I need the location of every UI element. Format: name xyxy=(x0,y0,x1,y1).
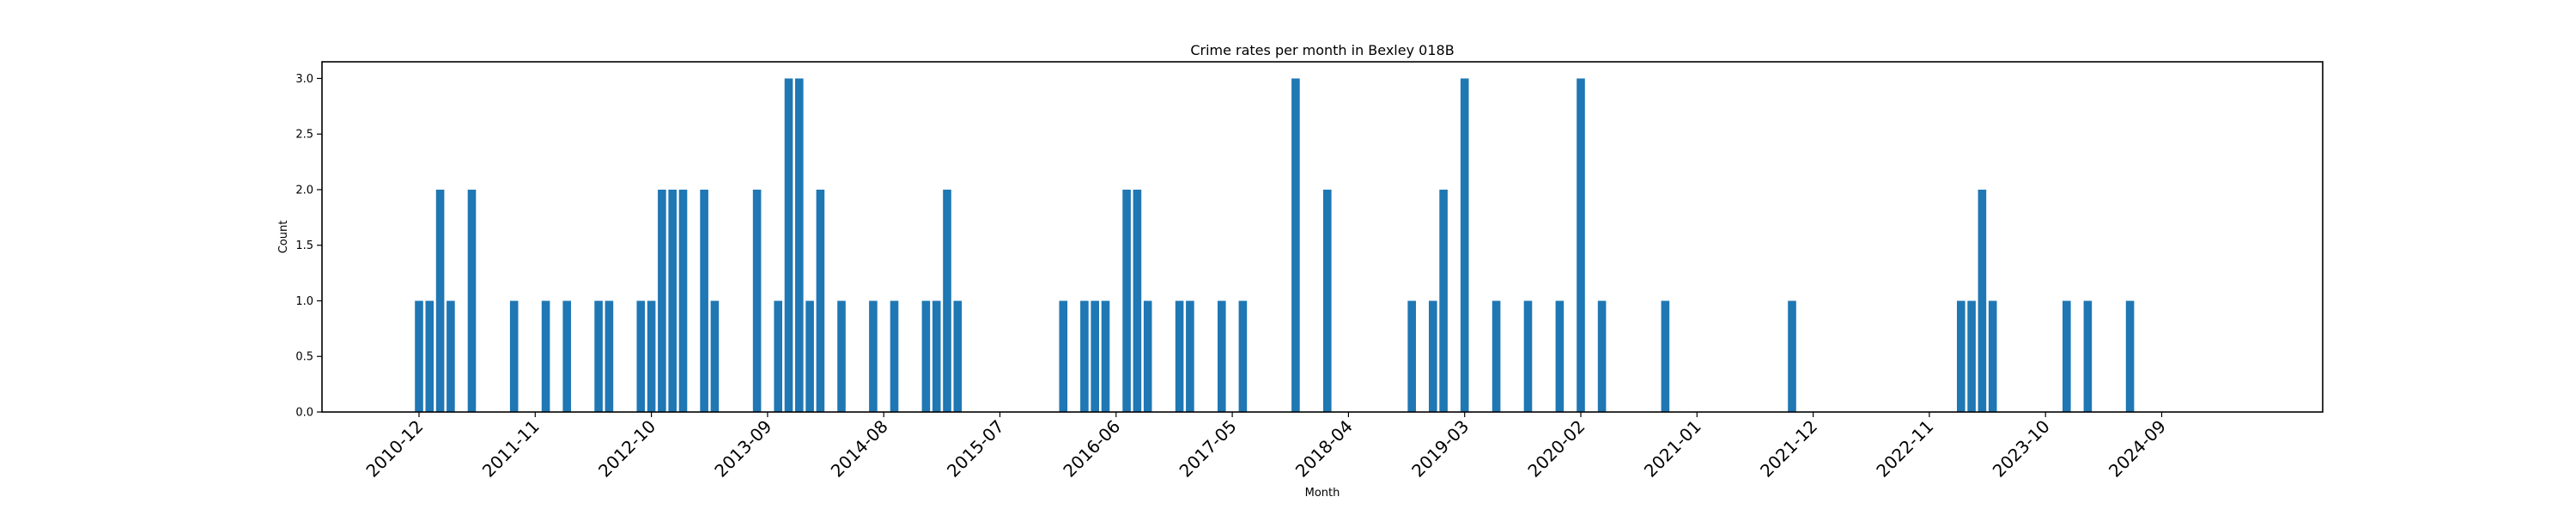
bar-2011-05 xyxy=(467,189,477,412)
bar-2016-05 xyxy=(1101,300,1110,412)
x-tick-label: 2016-06 xyxy=(1059,416,1124,482)
bar-2023-03 xyxy=(1967,300,1976,412)
x-tick-label: 2015-07 xyxy=(943,416,1008,482)
bar-2014-04 xyxy=(837,300,846,412)
bar-2024-06 xyxy=(2125,300,2135,412)
bar-2023-02 xyxy=(1957,300,1965,412)
bar-2013-08 xyxy=(752,189,762,412)
bar-2012-11 xyxy=(658,189,666,412)
bar-2017-06 xyxy=(1238,300,1248,412)
bar-2019-06 xyxy=(1492,300,1501,412)
x-tick-label: 2021-12 xyxy=(1756,416,1821,482)
bar-2019-01 xyxy=(1439,189,1448,412)
y-axis-label: Count xyxy=(277,221,290,254)
bar-2018-02 xyxy=(1323,189,1332,412)
bar-2016-07 xyxy=(1122,189,1131,412)
bar-2020-10 xyxy=(1661,300,1670,412)
bar-2013-11 xyxy=(784,78,793,413)
bar-2011-03 xyxy=(447,300,455,412)
bar-2013-10 xyxy=(774,300,782,412)
x-tick-label: 2024-09 xyxy=(2105,416,2170,482)
bar-2019-09 xyxy=(1523,300,1533,412)
x-tick-label: 2023-10 xyxy=(1989,416,2054,482)
bar-2012-02 xyxy=(562,300,571,412)
bar-2016-09 xyxy=(1143,300,1152,412)
bar-2023-05 xyxy=(1988,300,1997,412)
x-tick-label: 2010-12 xyxy=(361,416,427,482)
y-axis: 0.0 0.5 1.0 1.5 2.0 2.5 3.0 xyxy=(295,73,322,420)
bar-2010-12 xyxy=(415,300,423,412)
bar-2012-09 xyxy=(636,300,646,412)
bar-2015-01 xyxy=(932,300,941,412)
chart-title: Crime rates per month in Bexley 018B xyxy=(1190,42,1454,58)
x-axis-label: Month xyxy=(1305,487,1340,500)
bar-2013-03 xyxy=(700,189,708,412)
bar-2011-01 xyxy=(425,300,434,412)
bar-2011-02 xyxy=(435,189,445,412)
bar-2020-04 xyxy=(1597,300,1607,412)
x-tick-label: 2012-10 xyxy=(594,416,659,482)
bar-2014-02 xyxy=(816,189,825,412)
x-tick-label: 2011-11 xyxy=(478,416,544,482)
bar-2011-09 xyxy=(509,300,519,412)
bars-group xyxy=(415,78,2135,413)
bar-2016-03 xyxy=(1080,300,1089,412)
x-tick-label: 2017-05 xyxy=(1176,416,1241,482)
bar-2017-11 xyxy=(1291,78,1300,413)
bar-2011-12 xyxy=(541,300,550,412)
x-tick-label: 2022-11 xyxy=(1872,416,1937,482)
bar-2021-10 xyxy=(1788,300,1796,412)
plot-frame xyxy=(321,61,2324,413)
bar-2016-08 xyxy=(1133,189,1142,412)
bar-2012-06 xyxy=(605,300,614,412)
bar-2013-12 xyxy=(795,78,804,413)
x-tick-label: 2019-03 xyxy=(1407,416,1473,482)
bar-2024-02 xyxy=(2083,300,2093,412)
y-tick-label: 3.0 xyxy=(295,73,313,86)
x-tick-label: 2018-04 xyxy=(1291,416,1357,482)
x-axis: 2010-12 2011-11 2012-10 2013-09 2014-08 2015-… xyxy=(361,412,2170,482)
bar-2017-01 xyxy=(1186,300,1194,412)
y-tick-label: 0.0 xyxy=(295,407,313,420)
bar-2018-12 xyxy=(1429,300,1437,412)
bar-2015-03 xyxy=(953,300,963,412)
y-tick-label: 0.5 xyxy=(295,351,313,364)
bar-2018-10 xyxy=(1407,300,1416,412)
bar-2013-04 xyxy=(710,300,720,412)
y-tick-label: 2.0 xyxy=(295,184,313,197)
y-tick-label: 1.0 xyxy=(295,295,313,308)
bar-2012-10 xyxy=(647,300,656,412)
y-tick-label: 2.5 xyxy=(295,129,313,142)
bar-2014-12 xyxy=(921,300,931,412)
x-tick-label: 2021-01 xyxy=(1640,416,1705,482)
bar-2014-01 xyxy=(805,300,814,412)
bar-2016-01 xyxy=(1059,300,1068,412)
bar-2019-03 xyxy=(1460,78,1469,413)
x-tick-label: 2013-09 xyxy=(710,416,775,482)
bar-2012-05 xyxy=(594,300,603,412)
bar-2012-12 xyxy=(668,189,677,412)
bar-2014-09 xyxy=(890,300,899,412)
bar-2023-04 xyxy=(1978,189,1987,412)
bar-2016-12 xyxy=(1175,300,1184,412)
bar-2013-01 xyxy=(678,189,688,412)
bar-2015-02 xyxy=(943,189,951,412)
x-tick-label: 2020-02 xyxy=(1523,416,1589,482)
bar-2023-12 xyxy=(2063,300,2071,412)
bar-2016-04 xyxy=(1091,300,1099,412)
y-tick-label: 1.5 xyxy=(295,239,313,252)
bar-2019-12 xyxy=(1555,300,1564,412)
bar-2020-02 xyxy=(1577,78,1585,413)
x-tick-label: 2014-08 xyxy=(827,416,892,482)
bar-2014-07 xyxy=(869,300,878,412)
bar-2017-04 xyxy=(1218,300,1226,412)
